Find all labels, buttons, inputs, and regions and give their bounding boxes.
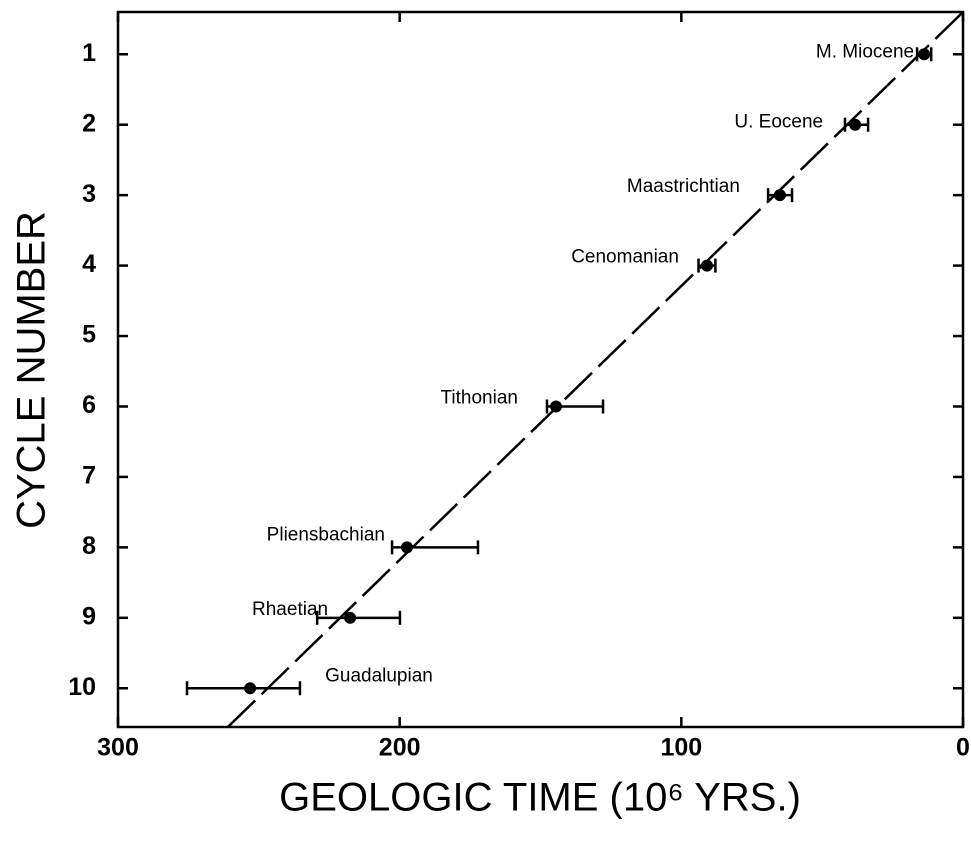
point — [773, 189, 786, 202]
plot-frame — [116, 10, 965, 729]
point-label: Cenomanian — [571, 247, 679, 268]
x-tick-label: 100 — [660, 734, 702, 762]
x-tick-label: 200 — [379, 734, 421, 762]
x-tick-label: 0 — [956, 734, 970, 762]
point — [700, 259, 713, 272]
point-label: Rhaetian — [252, 599, 328, 620]
point-label: Pliensbachian — [267, 524, 385, 545]
y-tick-label: 3 — [82, 180, 96, 208]
y-tick-label: 9 — [82, 602, 96, 630]
point-label: Maastrichtian — [627, 176, 740, 197]
point — [244, 682, 257, 695]
y-tick-label: 1 — [82, 39, 96, 67]
point-label: M. Miocene — [816, 41, 914, 62]
y-tick-label: 10 — [68, 673, 96, 701]
point — [849, 118, 862, 131]
point-label: Tithonian — [441, 387, 518, 408]
x-tick-label: 300 — [97, 734, 139, 762]
point — [400, 541, 413, 554]
y-tick-label: 2 — [82, 109, 96, 137]
y-tick-label: 5 — [82, 321, 96, 349]
point-label: U. Eocene — [734, 112, 823, 133]
fit-line — [226, 11, 964, 728]
y-tick-label: 4 — [82, 250, 96, 278]
point — [549, 400, 562, 413]
point-label: Guadalupian — [325, 665, 433, 686]
y-tick-label: 6 — [82, 391, 96, 419]
point — [344, 611, 357, 624]
y-tick-label: 7 — [82, 462, 96, 490]
y-axis-label: CYCLE NUMBER — [10, 211, 54, 529]
y-tick-label: 8 — [82, 532, 96, 560]
point — [918, 48, 931, 61]
x-axis-label: GEOLOGIC TIME (10⁶ YRS.) — [279, 776, 801, 820]
